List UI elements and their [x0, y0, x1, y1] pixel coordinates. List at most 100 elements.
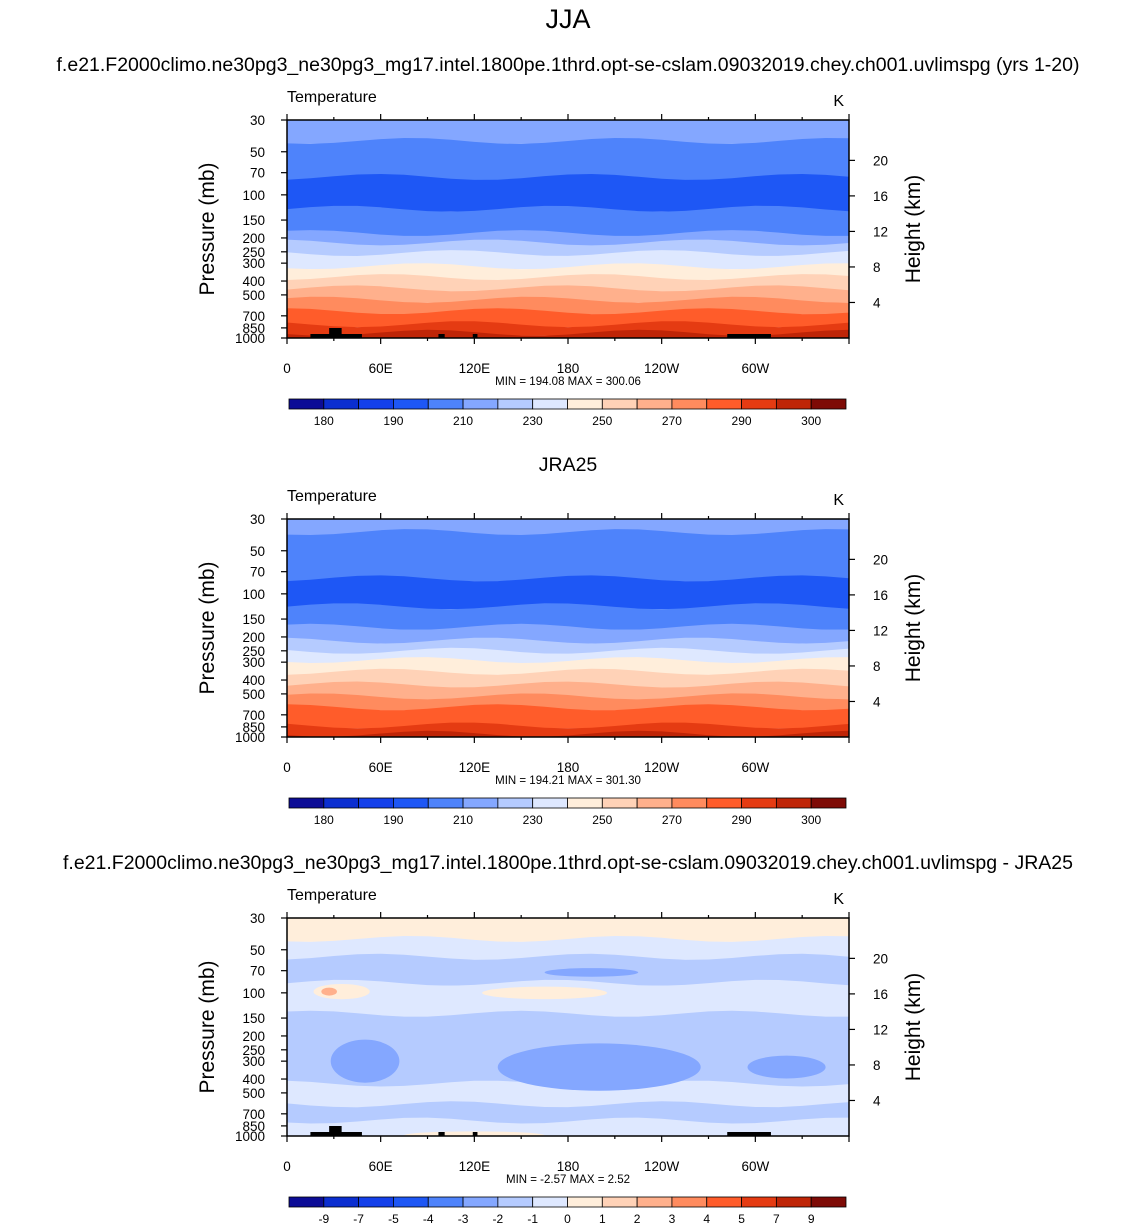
y-tick-label: 50	[250, 943, 265, 958]
colorbar-cell	[462, 1196, 499, 1208]
stats-label: MIN = 194.08 MAX = 300.06	[495, 376, 641, 388]
panel-title: Temperature	[287, 488, 377, 505]
y-tick-label: 400	[242, 1072, 265, 1087]
colorbar-label: -2	[493, 1212, 504, 1226]
y-tick-label: 150	[242, 213, 265, 228]
x-tick-label: 60E	[369, 760, 393, 775]
contour-band	[287, 529, 849, 582]
y-tick-label: 70	[250, 166, 265, 181]
colorbar-cell	[567, 797, 603, 809]
x-tick-label: 60W	[741, 1159, 769, 1174]
colorbar-cell	[741, 398, 777, 410]
colorbar-cell	[706, 398, 742, 410]
y-tick-label: 500	[242, 687, 265, 702]
terrain-mask	[438, 1132, 445, 1136]
y-tick-label: 1000	[235, 1129, 265, 1144]
contour-blob	[321, 987, 337, 996]
contour-band	[287, 668, 849, 688]
colorbar-label: 300	[801, 813, 821, 827]
colorbar-cell	[323, 398, 360, 410]
case-title: f.e21.F2000climo.ne30pg3_ne30pg3_mg17.in…	[57, 54, 1080, 76]
contour-band	[287, 575, 849, 610]
terrain-mask	[727, 334, 771, 338]
contour-band	[287, 1080, 849, 1108]
colorbar-label: 290	[732, 813, 752, 827]
colorbar-label: -1	[527, 1212, 538, 1226]
contour-band	[287, 263, 849, 281]
contour-band	[287, 918, 849, 942]
contour-field	[287, 120, 849, 338]
panel-title: Temperature	[287, 887, 377, 904]
y-right-tick-label: 12	[873, 224, 888, 239]
contour-blob	[544, 968, 639, 977]
diff-title: f.e21.F2000climo.ne30pg3_ne30pg3_mg17.in…	[63, 852, 1073, 874]
y-tick-label: 500	[242, 288, 265, 303]
colorbar-label: 180	[314, 414, 334, 428]
colorbar-label: 0	[564, 1212, 571, 1226]
y-right-axis-label: Height (km)	[902, 574, 925, 683]
y-right-tick-label: 20	[873, 552, 888, 567]
terrain-mask	[472, 334, 478, 338]
y-tick-label: 70	[250, 964, 265, 979]
contour-band	[287, 936, 849, 960]
x-tick-label: 60W	[741, 760, 769, 775]
panel-title: Temperature	[287, 89, 377, 106]
y-tick-label: 150	[242, 612, 265, 627]
colorbar-label: 210	[453, 414, 473, 428]
chart-panel-2: Temperature K 0 60E 120E 180 120W 60W 30 50 70 100 1…	[196, 488, 925, 827]
contour-blob	[482, 986, 608, 1000]
colorbar-cell	[497, 797, 534, 809]
x-tick-label: 120W	[644, 361, 680, 376]
y-tick-label: 850	[242, 1119, 265, 1134]
contour-band	[287, 329, 849, 338]
colorbar-cell	[601, 797, 638, 809]
colorbar-label: 300	[801, 414, 821, 428]
colorbar-cell	[706, 1196, 742, 1208]
ref-title: JRA25	[539, 454, 598, 476]
y-right-tick-label: 8	[873, 1058, 881, 1073]
y-tick-label: 850	[242, 321, 265, 336]
colorbar-cell	[358, 1196, 394, 1208]
terrain-mask	[438, 334, 445, 338]
x-tick-label: 120E	[459, 361, 491, 376]
y-tick-label: 200	[242, 231, 265, 246]
x-tick-label: 120E	[459, 1159, 491, 1174]
y-tick-label: 300	[242, 256, 265, 271]
colorbar-cell	[741, 1196, 777, 1208]
colorbar-cell	[636, 1196, 673, 1208]
colorbar-cell	[775, 1196, 812, 1208]
colorbar-cell	[393, 1196, 429, 1208]
colorbar-cell	[810, 1196, 847, 1208]
colorbar-label: 290	[732, 414, 752, 428]
colorbar-cell	[462, 797, 499, 809]
units-label: K	[833, 93, 844, 110]
y-tick-label: 100	[242, 986, 265, 1001]
y-axis-label: Pressure (mb)	[196, 960, 219, 1093]
x-tick-label: 120W	[644, 1159, 680, 1174]
colorbar-label: 230	[523, 414, 543, 428]
colorbar-label: -3	[458, 1212, 469, 1226]
y-right-tick-label: 16	[873, 588, 888, 603]
x-tick-label: 0	[283, 760, 291, 775]
y-tick-label: 1000	[235, 730, 265, 745]
chart-panel-1: Temperature K 0 60E 120E 180 120W 60W 30 50 70 100 1…	[196, 89, 925, 428]
colorbar-cell	[358, 398, 394, 410]
colorbar-cell	[810, 398, 847, 410]
y-tick-label: 70	[250, 565, 265, 580]
terrain-mask	[472, 1132, 478, 1136]
stats-label: MIN = -2.57 MAX = 2.52	[506, 1174, 630, 1186]
x-tick-label: 120W	[644, 760, 680, 775]
y-tick-label: 500	[242, 1086, 265, 1101]
colorbar-cell	[706, 797, 742, 809]
colorbar-cell	[288, 797, 325, 809]
stats-label: MIN = 194.21 MAX = 301.30	[495, 775, 641, 787]
y-axis-label: Pressure (mb)	[196, 561, 219, 694]
contour-band	[287, 274, 849, 292]
x-tick-label: 60E	[369, 1159, 393, 1174]
colorbar-label: 250	[592, 414, 612, 428]
colorbar-cell	[358, 797, 394, 809]
y-tick-label: 30	[250, 113, 265, 128]
colorbar-label: 250	[592, 813, 612, 827]
colorbar-cell	[671, 797, 708, 809]
colorbar-label: -7	[353, 1212, 364, 1226]
